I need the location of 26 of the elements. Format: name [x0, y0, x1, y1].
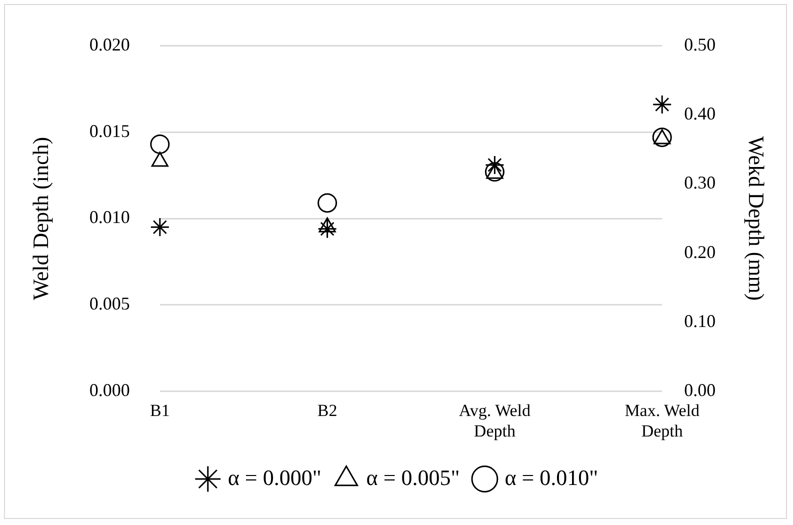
y-tick-label: 0.005: [89, 294, 130, 314]
y-tick-label: 0.000: [89, 380, 130, 400]
y2-tick-label: 0.10: [684, 310, 716, 331]
point: [652, 94, 672, 114]
point: [318, 193, 338, 213]
y2-tick-label: 0.30: [684, 172, 716, 193]
y-tick-label: 0.020: [89, 34, 130, 55]
y2-axis-title: Wekd Depth (mm): [744, 136, 770, 301]
x-tick-label: Max. Weld Depth: [624, 400, 700, 440]
point: [484, 155, 504, 175]
y-tick-label: 0.010: [89, 207, 130, 228]
legend-label: α = 0.010": [504, 464, 598, 490]
y2-tick-label: 0.20: [684, 242, 716, 262]
y-axis-title: Weld Depth (inch): [28, 136, 53, 300]
legend-label: α = 0.005": [366, 464, 460, 490]
y2-tick-label: 0.50: [684, 34, 716, 55]
legend-label: α = 0.000": [228, 464, 322, 490]
point: [150, 134, 170, 154]
y2-tick-label: 0.40: [684, 104, 716, 124]
y2-tick-label: 0.00: [684, 380, 716, 400]
x-tick-label: B1: [150, 400, 170, 420]
point: [318, 219, 338, 239]
x-tick-label: Avg. Weld Depth: [458, 400, 532, 440]
x-tick-label: B2: [317, 400, 338, 420]
y-tick-label: 0.015: [89, 120, 130, 141]
point: [150, 217, 170, 237]
